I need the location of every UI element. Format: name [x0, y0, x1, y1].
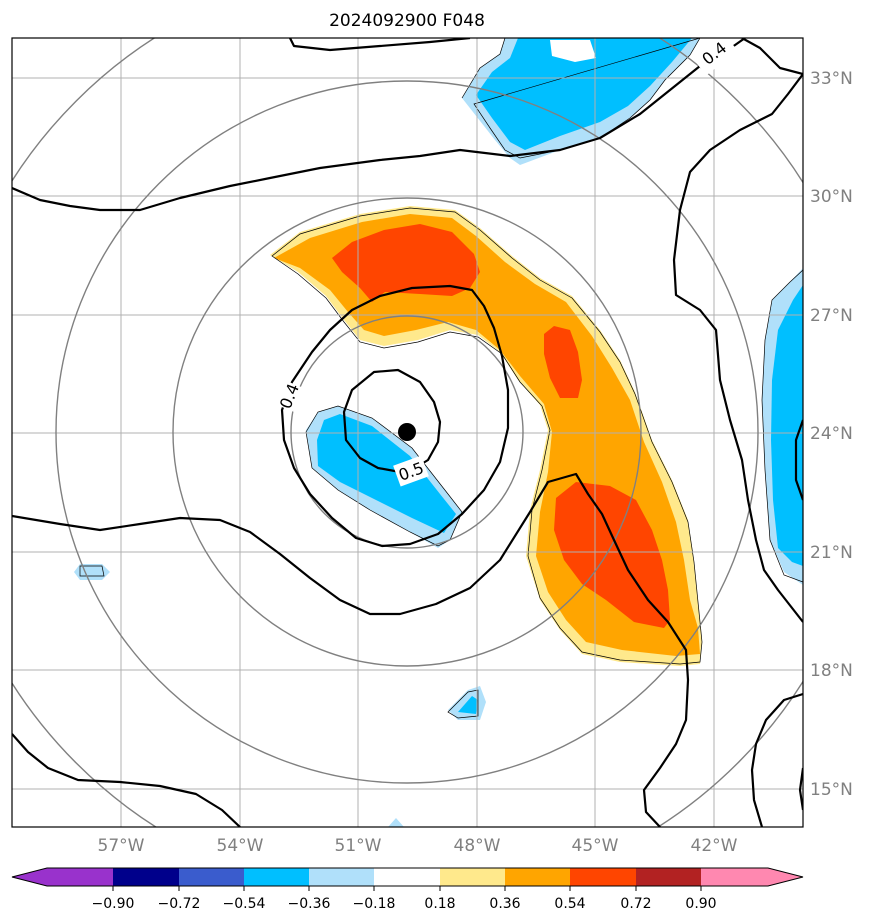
lon-label-51: 51°W: [335, 836, 382, 856]
deep-blue-center: [317, 414, 456, 533]
contour-top-right-branch: [741, 38, 803, 76]
cb-label-2: −0.72: [158, 896, 201, 912]
lon-label-48: 48°W: [454, 836, 501, 856]
cb-label-9: 0.72: [620, 896, 651, 912]
lat-labels: 33°N 30°N 27°N 24°N 21°N 18°N 15°N: [810, 69, 853, 800]
colorbar-segment-3: [179, 868, 244, 886]
lat-label-27: 27°N: [810, 306, 853, 326]
colorbar-extend-low: [12, 868, 47, 886]
cb-label-10: 0.90: [685, 896, 716, 912]
cb-label-8: 0.54: [554, 896, 585, 912]
contour-east-wave: [672, 73, 803, 623]
lon-label-42: 42°W: [691, 836, 738, 856]
thin-contour-center: [305, 405, 463, 547]
cb-label-6: 0.18: [424, 896, 455, 912]
positive-high-fill: [332, 224, 670, 628]
contour-top-left: [289, 38, 471, 52]
storm-center-marker: [398, 423, 416, 441]
lon-label-54: 54°W: [217, 836, 264, 856]
thin-contours: [79, 38, 803, 719]
lat-label-24: 24°N: [810, 424, 853, 444]
lat-label-15: 15°N: [810, 780, 853, 800]
contour-mid-west: [12, 472, 690, 827]
lat-label-18: 18°N: [810, 661, 853, 681]
blue-patch-bottom: [388, 818, 404, 827]
contour-label-bg-a: [690, 38, 738, 76]
thin-contour-east: [761, 269, 803, 583]
thin-contour-south: [447, 689, 479, 719]
lon-labels: 57°W 54°W 51°W 48°W 45°W 42°W: [98, 836, 738, 856]
negative-mid-fill: [317, 38, 803, 714]
colorbar-ticks: [112, 886, 702, 891]
lat-label-33: 33°N: [810, 69, 853, 89]
colorbar: −0.90 −0.72 −0.54 −0.36 −0.18 0.18 0.36 …: [11, 867, 804, 912]
cb-label-1: −0.90: [92, 896, 135, 912]
lat-label-30: 30°N: [810, 187, 853, 207]
range-ring-1: [290, 315, 524, 549]
cb-label-3: −0.54: [223, 896, 266, 912]
deep-blue-south: [458, 696, 478, 714]
thin-contour-band: [271, 207, 703, 665]
contour-bottom-right-1: [750, 692, 803, 827]
chart-title: 2024092900 F048: [329, 11, 485, 31]
thick-contours: [12, 38, 803, 827]
cb-label-4: −0.36: [288, 896, 331, 912]
contour-label-bg-b: [271, 378, 304, 412]
range-rings: [12, 38, 803, 827]
colorbar-segment-11: [701, 868, 768, 886]
colorbar-segment-10: [636, 868, 701, 886]
colorbar-segment-5: [309, 868, 374, 886]
contour-far-east: [794, 419, 803, 501]
thin-contour-west: [79, 565, 105, 577]
colorbar-segment-9: [570, 868, 636, 886]
range-ring-2: [172, 197, 642, 667]
contour-top-long: [12, 38, 746, 212]
map-frame: [11, 37, 804, 828]
contour-0.4-ring: [280, 284, 510, 548]
contour-label-bg-c: [393, 455, 429, 487]
contour-bottom-left: [12, 733, 241, 827]
red-patch-north: [332, 224, 480, 302]
red-patch-south: [554, 482, 670, 628]
map-area: 0.4 0.4 0.5: [12, 38, 803, 827]
colorbar-segment-1: [47, 868, 113, 886]
red-patch-middle: [544, 326, 582, 398]
cb-label-7: 0.36: [489, 896, 520, 912]
contour-bottom-right-2: [798, 767, 803, 811]
colorbar-segment-4: [244, 868, 309, 886]
gridlines: [12, 38, 803, 827]
deep-blue-east: [771, 285, 803, 566]
colorbar-segment-8: [505, 868, 570, 886]
colorbar-outline: [11, 867, 804, 887]
colorbar-segment-6: [374, 868, 440, 886]
colorbar-extend-high: [768, 868, 803, 886]
white-hole-top: [550, 40, 596, 62]
lon-label-45: 45°W: [572, 836, 619, 856]
range-ring-3: [55, 80, 759, 784]
contour-0.5-inner: [342, 368, 442, 474]
colorbar-segment-2: [113, 868, 179, 886]
deep-blue-top: [476, 38, 692, 150]
lat-label-21: 21°N: [810, 543, 853, 563]
lon-label-57: 57°W: [98, 836, 145, 856]
colorbar-segment-7: [440, 868, 505, 886]
cb-label-5: −0.18: [353, 896, 396, 912]
